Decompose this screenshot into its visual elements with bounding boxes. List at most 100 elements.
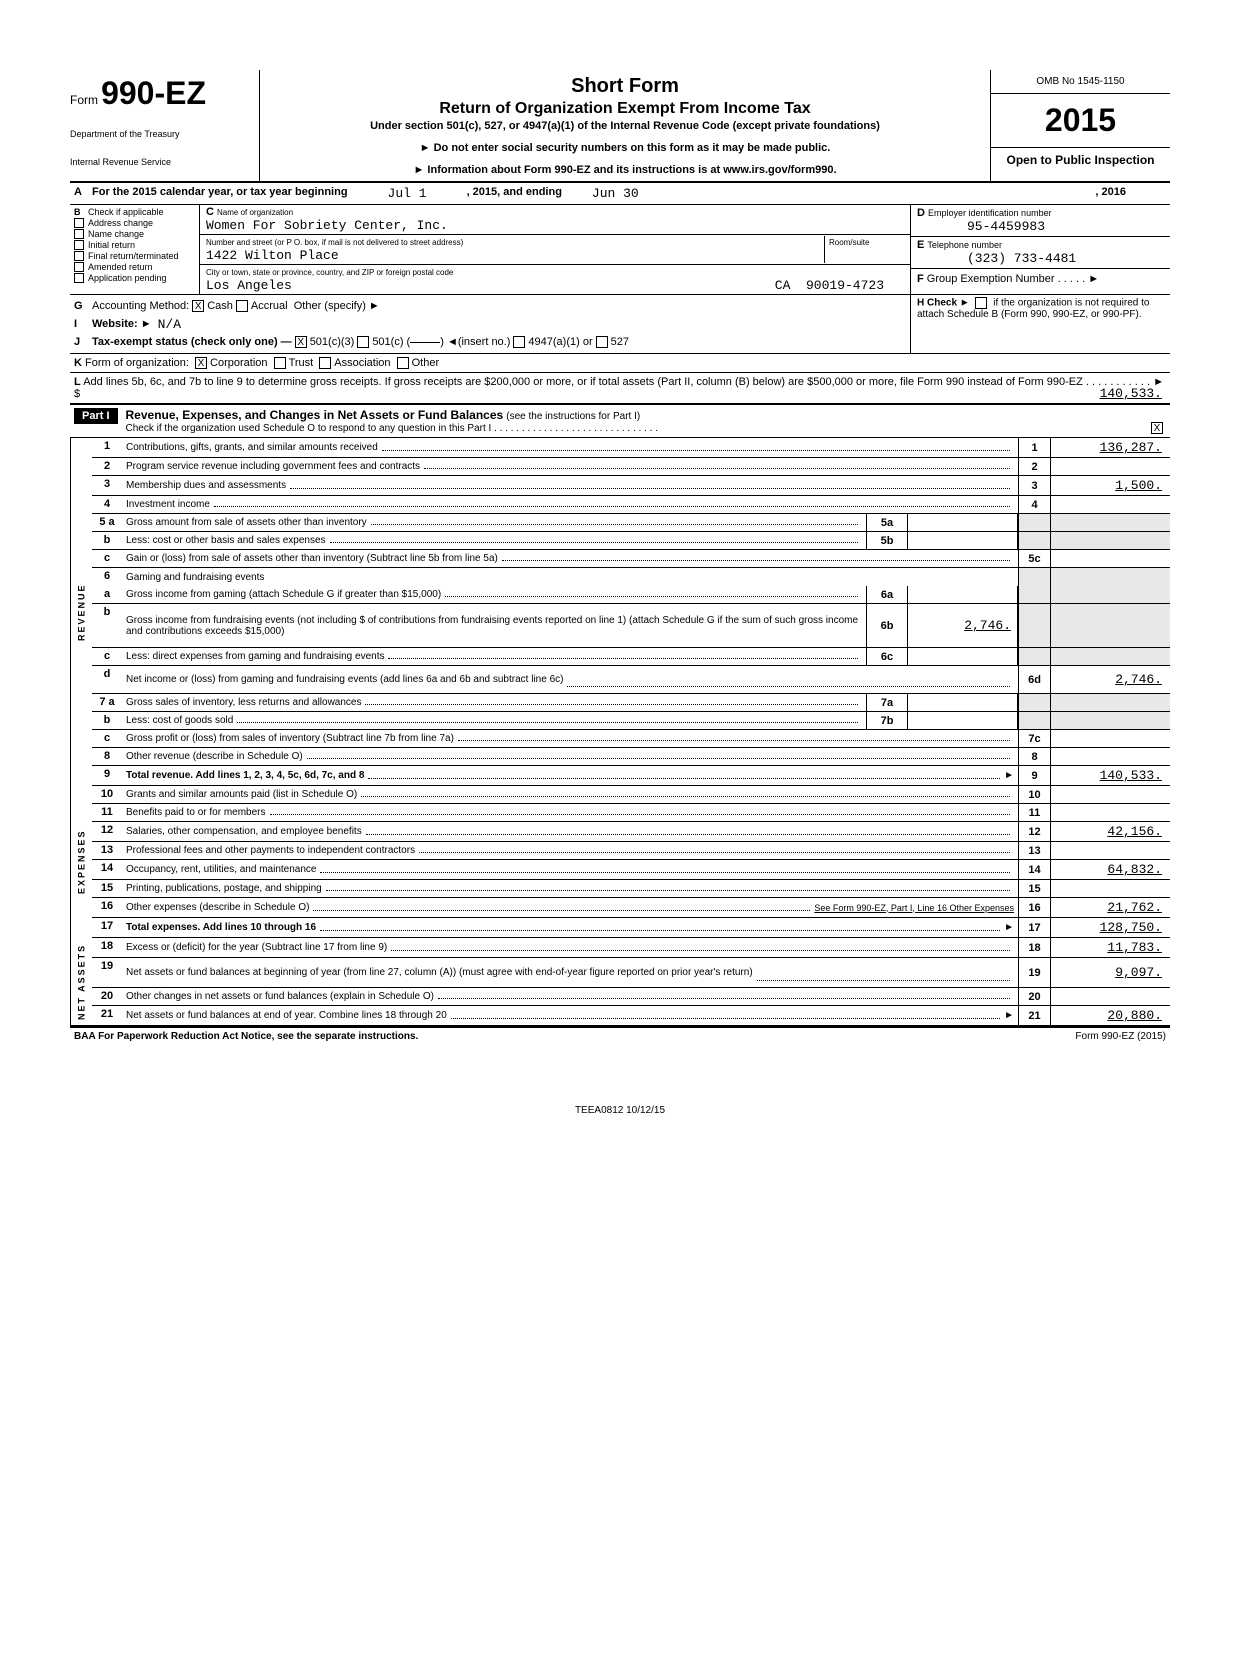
omb-number: OMB No 1545-1150 bbox=[991, 70, 1170, 94]
i-text: Website: ► bbox=[92, 318, 152, 330]
val-11 bbox=[1050, 804, 1170, 821]
val-4 bbox=[1050, 496, 1170, 513]
form-number: 990-EZ bbox=[101, 75, 206, 111]
lbl-address-change: Address change bbox=[88, 218, 153, 228]
gij-left: G Accounting Method: XCash Accrual Other… bbox=[70, 295, 910, 353]
col-d-e-f: D Employer identification number 95-4459… bbox=[910, 205, 1170, 294]
chk-501c3[interactable]: X bbox=[295, 336, 307, 348]
row-k: K Form of organization: XCorporation Tru… bbox=[70, 354, 1170, 373]
letter-i: I bbox=[74, 318, 92, 330]
val-6c bbox=[908, 648, 1018, 665]
letter-d: D bbox=[917, 207, 925, 219]
val-7a bbox=[908, 694, 1018, 711]
expenses-section: EXPENSES 10 Grants and similar amounts p… bbox=[70, 786, 1170, 938]
footer-right: Form 990-EZ (2015) bbox=[1075, 1031, 1166, 1042]
chk-association[interactable] bbox=[319, 357, 331, 369]
chk-527[interactable] bbox=[596, 336, 608, 348]
line-14: 14 Occupancy, rent, utilities, and maint… bbox=[92, 860, 1170, 880]
part1-sub: Check if the organization used Schedule … bbox=[126, 423, 658, 434]
line-5b: b Less: cost or other basis and sales ex… bbox=[92, 532, 1170, 550]
h-column: H Check ► if the organization is not req… bbox=[910, 295, 1170, 353]
tax-year: 2015 bbox=[991, 94, 1170, 148]
line-2: 2 Program service revenue including gove… bbox=[92, 458, 1170, 476]
lbl-corporation: Corporation bbox=[210, 357, 267, 369]
header-center: Short Form Return of Organization Exempt… bbox=[260, 70, 990, 181]
page-footer: BAA For Paperwork Reduction Act Notice, … bbox=[70, 1026, 1170, 1045]
chk-address-change[interactable] bbox=[74, 218, 84, 228]
tax-year-begin: Jul 1 bbox=[388, 186, 427, 201]
city: Los Angeles bbox=[206, 278, 292, 293]
val-5a bbox=[908, 514, 1018, 531]
val-3: 1,500. bbox=[1050, 476, 1170, 495]
col-b-checkboxes: BCheck if applicable Address change Name… bbox=[70, 205, 200, 294]
letter-k: K bbox=[74, 357, 82, 369]
chk-501c[interactable] bbox=[357, 336, 369, 348]
line-9: 9 Total revenue. Add lines 1, 2, 3, 4, 5… bbox=[92, 766, 1170, 786]
chk-initial-return[interactable] bbox=[74, 240, 84, 250]
chk-trust[interactable] bbox=[274, 357, 286, 369]
phone-value: (323) 733-4481 bbox=[967, 251, 1076, 266]
state: CA bbox=[775, 278, 791, 293]
val-6a bbox=[908, 586, 1018, 603]
ssn-warning: ► Do not enter social security numbers o… bbox=[270, 142, 980, 154]
val-5b bbox=[908, 532, 1018, 549]
footer-left: BAA For Paperwork Reduction Act Notice, … bbox=[74, 1031, 418, 1042]
lbl-initial-return: Initial return bbox=[88, 240, 135, 250]
lbl-501c3: 501(c)(3) bbox=[310, 336, 355, 348]
org-name-row: C Name of organization Women For Sobriet… bbox=[200, 205, 910, 235]
part1-note: (see the instructions for Part I) bbox=[506, 411, 640, 422]
val-16: 21,762. bbox=[1050, 898, 1170, 917]
group-exemption-row: F Group Exemption Number . . . . . ► bbox=[911, 269, 1170, 289]
row-g-through-j: G Accounting Method: XCash Accrual Other… bbox=[70, 295, 1170, 354]
val-19: 9,097. bbox=[1050, 958, 1170, 987]
ein-row: D Employer identification number 95-4459… bbox=[911, 205, 1170, 237]
l-text: Add lines 5b, 6c, and 7b to line 9 to de… bbox=[74, 376, 1164, 400]
letter-e: E bbox=[917, 239, 924, 251]
c-label: Name of organization bbox=[217, 208, 293, 217]
header-left: Form 990-EZ Department of the Treasury I… bbox=[70, 70, 260, 181]
letter-j: J bbox=[74, 336, 92, 348]
ein-value: 95-4459983 bbox=[967, 219, 1045, 234]
phone-row: E Telephone number (323) 733-4481 bbox=[911, 237, 1170, 269]
line-12: 12 Salaries, other compensation, and emp… bbox=[92, 822, 1170, 842]
line-a-text: For the 2015 calendar year, or tax year … bbox=[92, 186, 348, 201]
val-6b: 2,746. bbox=[908, 604, 1018, 647]
title-under: Under section 501(c), 527, or 4947(a)(1)… bbox=[270, 120, 980, 132]
revenue-label: REVENUE bbox=[70, 438, 92, 786]
street-address: 1422 Wilton Place bbox=[206, 248, 339, 263]
chk-other-org[interactable] bbox=[397, 357, 409, 369]
line-a-end-year: , 2016 bbox=[1095, 186, 1126, 201]
lbl-accrual: Accrual bbox=[251, 300, 288, 312]
chk-application-pending[interactable] bbox=[74, 273, 84, 283]
chk-schedule-b[interactable] bbox=[975, 297, 987, 309]
line-16-note: See Form 990-EZ, Part I, Line 16 Other E… bbox=[814, 903, 1014, 913]
chk-cash[interactable]: X bbox=[192, 300, 204, 312]
lbl-application-pending: Application pending bbox=[88, 273, 167, 283]
room-label: Room/suite bbox=[829, 238, 869, 247]
d-label: Employer identification number bbox=[928, 208, 1052, 218]
val-1: 136,287. bbox=[1050, 438, 1170, 457]
form-990ez: Form 990-EZ Department of the Treasury I… bbox=[70, 70, 1170, 1116]
line-6a: a Gross income from gaming (attach Sched… bbox=[92, 586, 1170, 604]
line-8: 8 Other revenue (describe in Schedule O)… bbox=[92, 748, 1170, 766]
chk-name-change[interactable] bbox=[74, 229, 84, 239]
chk-final-return[interactable] bbox=[74, 251, 84, 261]
gross-receipts-amount: 140,533. bbox=[1100, 386, 1162, 401]
tax-year-end: Jun 30 bbox=[592, 186, 639, 201]
chk-4947[interactable] bbox=[513, 336, 525, 348]
g-text: Accounting Method: bbox=[92, 300, 189, 312]
chk-schedule-o[interactable]: X bbox=[1151, 422, 1163, 434]
title-short-form: Short Form bbox=[270, 75, 980, 98]
line-13: 13 Professional fees and other payments … bbox=[92, 842, 1170, 860]
chk-amended[interactable] bbox=[74, 262, 84, 272]
chk-corporation[interactable]: X bbox=[195, 357, 207, 369]
line-3: 3 Membership dues and assessments 3 1,50… bbox=[92, 476, 1170, 496]
j-text: Tax-exempt status (check only one) — bbox=[92, 336, 292, 348]
info-line: ► Information about Form 990-EZ and its … bbox=[270, 164, 980, 176]
chk-accrual[interactable] bbox=[236, 300, 248, 312]
val-7b bbox=[908, 712, 1018, 729]
row-l: L Add lines 5b, 6c, and 7b to line 9 to … bbox=[70, 373, 1170, 405]
letter-c: C bbox=[206, 206, 214, 218]
lbl-amended: Amended return bbox=[88, 262, 153, 272]
lbl-other-org: Other bbox=[412, 357, 440, 369]
